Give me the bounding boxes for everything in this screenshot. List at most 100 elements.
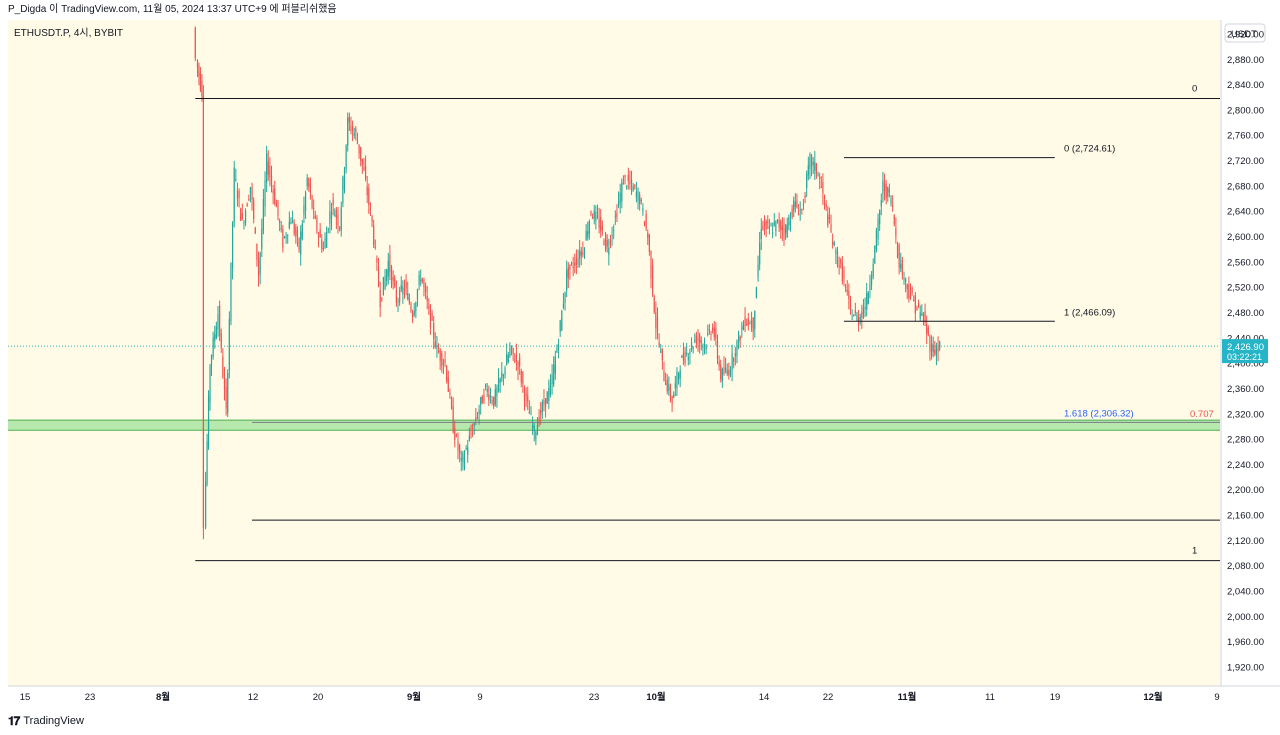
candle-body <box>377 267 380 287</box>
candle-body <box>544 398 547 407</box>
candle-body <box>648 234 650 252</box>
candle-body <box>853 315 855 317</box>
price-tick-label: 2,280.00 <box>1227 435 1264 446</box>
candle-body <box>515 354 517 361</box>
candle-body <box>668 384 670 391</box>
candle-body <box>327 228 329 230</box>
candle-body <box>202 95 204 529</box>
candle-body <box>788 217 790 226</box>
candle-body <box>661 348 663 361</box>
candle-body <box>775 220 777 232</box>
candle-body <box>428 306 430 308</box>
candle-body <box>199 72 202 90</box>
candle-body <box>484 384 487 387</box>
candle-body <box>817 174 819 176</box>
candle-body <box>913 300 915 302</box>
candle-body <box>254 227 256 234</box>
currency-box[interactable] <box>1224 23 1266 43</box>
candle-body <box>447 377 449 392</box>
time-tick-label: 23 <box>589 692 600 703</box>
candle-body <box>624 175 626 178</box>
candle-body <box>543 399 545 405</box>
candle-body <box>228 319 230 370</box>
candle-body <box>538 416 540 425</box>
candle-body <box>700 340 702 344</box>
candle-body <box>807 164 809 176</box>
candle-body <box>569 264 571 271</box>
time-tick-label: 19 <box>1050 692 1061 703</box>
candle-body <box>473 423 475 426</box>
candle-body <box>604 233 607 250</box>
candle-body <box>726 370 728 374</box>
candle-body <box>572 266 574 268</box>
candle-body <box>718 361 720 367</box>
candle-body <box>677 373 680 380</box>
candle-body <box>519 357 521 366</box>
candle-body <box>905 278 907 283</box>
candle-body <box>546 392 548 404</box>
candle-body <box>812 162 814 166</box>
candle-body <box>772 232 774 235</box>
plot-background <box>8 20 1220 686</box>
time-tick-label: 9 <box>477 692 482 703</box>
candle-body <box>635 191 638 198</box>
candle-body <box>392 276 394 281</box>
candle-body <box>285 236 287 239</box>
candle-body <box>223 376 226 390</box>
candle-body <box>277 200 279 217</box>
candle-body <box>583 249 586 251</box>
candle-body <box>459 444 461 454</box>
candle-body <box>379 290 381 308</box>
candle-body <box>198 65 200 77</box>
candle-body <box>282 228 284 248</box>
candle-body <box>879 210 881 225</box>
candle-body <box>274 188 276 204</box>
candle-body <box>462 452 464 462</box>
price-tick-label: 2,480.00 <box>1227 308 1264 319</box>
candle-body <box>737 332 740 343</box>
candle-body <box>734 352 736 357</box>
candle-body <box>326 231 328 248</box>
candle-body <box>836 251 839 266</box>
candle-body <box>214 334 216 342</box>
fib-zone <box>8 420 1220 431</box>
candle-body <box>627 174 629 182</box>
last-price-tag[interactable] <box>1222 339 1268 364</box>
candle-body <box>413 310 415 315</box>
candle-body <box>789 221 792 225</box>
level-label: 1 <box>1192 546 1197 557</box>
footer-brand[interactable]: TradingView <box>23 715 84 727</box>
candle-body <box>566 269 568 291</box>
candle-body <box>512 347 514 355</box>
candle-body <box>687 357 689 360</box>
tradingview-logo-icon[interactable]: 𝟏𝟕 <box>8 713 20 728</box>
candle-body <box>763 222 766 226</box>
candle-body <box>814 161 816 171</box>
price-tick-label: 2,000.00 <box>1227 612 1264 623</box>
candle-body <box>694 340 696 342</box>
candle-body <box>371 216 373 222</box>
price-chart[interactable]: 0 1 0 (2,724.61) 1 (2,466.09) 1.618 (2,306.3… <box>0 20 1280 710</box>
candle-body <box>504 367 506 375</box>
candle-body <box>880 200 882 207</box>
candle-body <box>859 317 861 321</box>
candle-body <box>301 223 303 239</box>
candle-body <box>523 388 526 401</box>
candle-body <box>514 361 516 363</box>
candle-body <box>835 249 837 254</box>
candle-body <box>640 199 642 202</box>
candle-body <box>548 388 550 402</box>
candle-body <box>575 258 578 266</box>
candle-body <box>219 305 221 336</box>
candle-body <box>376 258 378 263</box>
candle-body <box>929 336 931 352</box>
candle-body <box>749 323 751 325</box>
candle-body <box>267 161 269 175</box>
candle-body <box>833 242 835 246</box>
candle-body <box>527 395 529 402</box>
candle-body <box>561 310 563 331</box>
candle-body <box>300 231 302 255</box>
chart-area[interactable]: 0 1 0 (2,724.61) 1 (2,466.09) 1.618 (2,306.3… <box>0 20 1280 710</box>
candle-body <box>744 316 746 326</box>
candle-body <box>603 240 605 245</box>
